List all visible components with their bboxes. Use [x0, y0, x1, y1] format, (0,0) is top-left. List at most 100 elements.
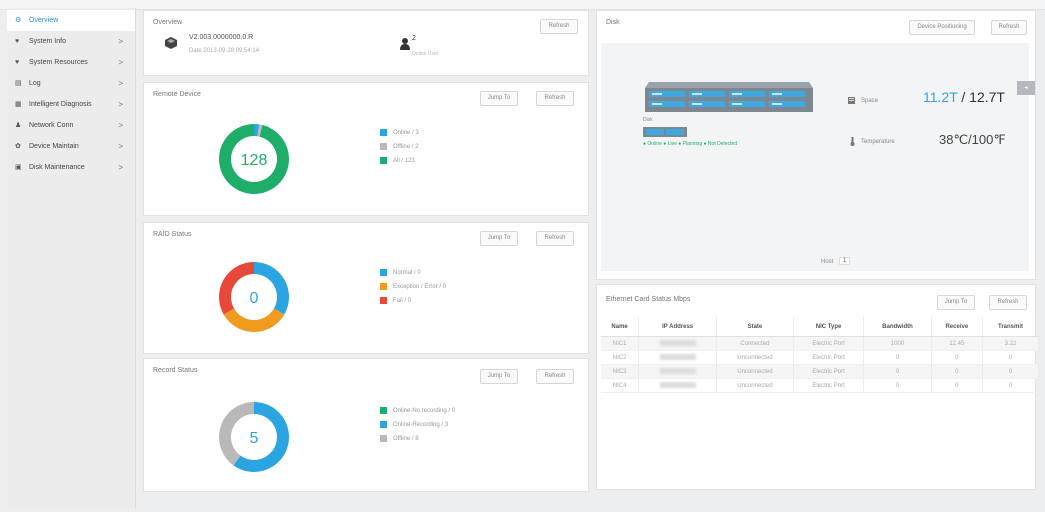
table-row[interactable]: NIC3 Unconnected Electric Port 0 0 0	[601, 364, 1040, 379]
table-cell	[638, 336, 718, 351]
table-header: Transmit	[982, 317, 1040, 337]
disk-legend-item: ● Not Detected	[703, 141, 738, 147]
users-label: Online User	[412, 51, 439, 57]
legend-item: Fail / 0	[380, 297, 411, 304]
refresh-button[interactable]: Refresh	[991, 20, 1027, 35]
donut-segment	[257, 124, 263, 137]
sidebar-item-label: Overview	[29, 17, 59, 24]
disk-legend-item: ● Planning	[678, 141, 704, 147]
panel-title: RAID Status	[153, 231, 192, 238]
sidebar-item-system-info[interactable]: ♥ System Info >	[7, 31, 135, 52]
table-cell: NIC3	[601, 364, 640, 379]
host-label: Host	[821, 259, 834, 265]
chevron-right-icon: >	[118, 100, 123, 109]
space-label: Space	[861, 98, 879, 104]
refresh-button[interactable]: Refresh	[540, 19, 578, 34]
table-header: Receive	[931, 317, 983, 337]
jump-to-button[interactable]: Jump To	[480, 91, 518, 106]
table-cell: Unconnected	[716, 350, 794, 365]
refresh-button[interactable]: Refresh	[536, 369, 574, 384]
host-select[interactable]: 1	[839, 257, 851, 265]
space-used: 11.2T	[923, 89, 958, 105]
sidebar-item-label: Intelligent Diagnosis	[29, 101, 92, 108]
temperature-label: Temperature	[861, 139, 895, 145]
legend-label: Exception / Error / 0	[393, 284, 447, 291]
legend-label: All / 123	[393, 158, 415, 165]
legend-item: Normal / 0	[380, 269, 421, 276]
sidebar-item-label: System Info	[29, 38, 66, 45]
table-cell	[638, 350, 718, 365]
table-row[interactable]: NIC2 Unconnected Electric Port 0 0 0	[601, 350, 1040, 365]
legend-item: Offline / 8	[380, 435, 419, 442]
legend-label: Normal / 0	[393, 270, 421, 277]
sidebar-item-disk-maintenance[interactable]: ▣ Disk Maintenance >	[7, 157, 135, 178]
table-cell: 0	[863, 378, 932, 393]
overview-panel: Overview Refresh V2.003.0000000.0.R Date…	[143, 10, 589, 76]
legend-item: Offline / 2	[380, 143, 419, 150]
diagnosis-icon: ▦	[15, 101, 22, 108]
legend-swatch	[380, 297, 387, 304]
space-readout: 11.2T / 12.7T	[923, 89, 1005, 105]
ethernet-table: Name IP Address State NIC Type Bandwidth Rece…	[601, 317, 1040, 393]
sidebar-item-log[interactable]: ▤ Log >	[7, 73, 135, 94]
chevron-right-icon: >	[118, 163, 123, 172]
expand-handle[interactable]: ◂	[1017, 81, 1035, 95]
table-cell: 0	[931, 350, 983, 365]
thermometer-icon	[850, 137, 855, 146]
jump-to-button[interactable]: Jump To	[937, 295, 975, 310]
jump-to-button[interactable]: Jump To	[480, 231, 518, 246]
refresh-button[interactable]: Refresh	[989, 295, 1027, 310]
jump-to-button[interactable]: Jump To	[480, 369, 518, 384]
chevron-right-icon: >	[118, 142, 123, 151]
table-cell: 0	[931, 364, 983, 379]
table-header: Name	[601, 317, 640, 337]
legend-label: Online-Recording / 3	[393, 422, 449, 429]
disk-id-label: Disk	[643, 117, 653, 123]
legend-swatch	[380, 435, 387, 442]
legend-item: Online-Recording / 3	[380, 421, 448, 428]
sidebar-item-label: System Resources	[29, 59, 88, 66]
sidebar-item-overview[interactable]: ⚙ Overview	[7, 10, 135, 31]
sidebar-item-device-maintain[interactable]: ✿ Device Maintain >	[7, 136, 135, 157]
table-cell: 12.45	[931, 336, 983, 351]
space-total: / 12.7T	[957, 89, 1005, 105]
redacted-ip	[659, 381, 696, 388]
disk-enclosure-graphic[interactable]	[641, 82, 813, 118]
table-cell: Unconnected	[716, 364, 794, 379]
maintain-icon: ✿	[15, 143, 21, 150]
table-cell: Electric Port	[793, 378, 865, 393]
disk-icon: ▣	[15, 164, 22, 171]
ethernet-card-panel: Ethernet Card Status Mbps Jump To Refres…	[596, 284, 1040, 490]
sidebar-item-intelligent-diagnosis[interactable]: ▦ Intelligent Diagnosis >	[7, 94, 135, 115]
temperature-value: 38℃/100℉	[939, 132, 1006, 147]
table-header: Bandwidth	[863, 317, 932, 337]
sidebar-item-system-resources[interactable]: ♥ System Resources >	[7, 52, 135, 73]
legend-item: Online-No recording / 0	[380, 407, 455, 414]
table-cell: 0	[863, 350, 932, 365]
raid-status-panel: RAID Status Jump To Refresh 0 Normal / 0…	[143, 222, 589, 354]
refresh-button[interactable]: Refresh	[536, 91, 574, 106]
table-header: State	[716, 317, 794, 337]
table-cell: Connected	[716, 336, 794, 351]
panel-title: Record Status	[153, 367, 198, 374]
legend-label: Online / 3	[393, 130, 419, 137]
panel-title: Ethernet Card Status Mbps	[606, 296, 691, 303]
legend-swatch	[380, 157, 387, 164]
record-status-panel: Record Status Jump To Refresh 5 Online-N…	[143, 358, 589, 492]
legend-label: Offline / 8	[393, 436, 419, 443]
legend-swatch	[380, 269, 387, 276]
table-cell: Unconnected	[716, 378, 794, 393]
storage-icon	[848, 97, 855, 104]
table-row[interactable]: NIC4 Unconnected Electric Port 0 0 0	[601, 378, 1040, 393]
user-icon	[400, 38, 410, 50]
table-row[interactable]: NIC1 Connected Electric Port 1000 12.45 3.22	[601, 336, 1040, 351]
device-positioning-button[interactable]: Device Positioning	[909, 20, 975, 35]
panel-title: Remote Device	[153, 91, 201, 98]
refresh-button[interactable]: Refresh	[536, 231, 574, 246]
table-cell: NIC2	[601, 350, 640, 365]
sidebar-item-network-conn[interactable]: ♟ Network Conn >	[7, 115, 135, 136]
disk-legend-item: ● Live	[663, 141, 679, 147]
legend-swatch	[380, 283, 387, 290]
donut-center-value: 128	[241, 152, 268, 169]
legend-swatch	[380, 129, 387, 136]
